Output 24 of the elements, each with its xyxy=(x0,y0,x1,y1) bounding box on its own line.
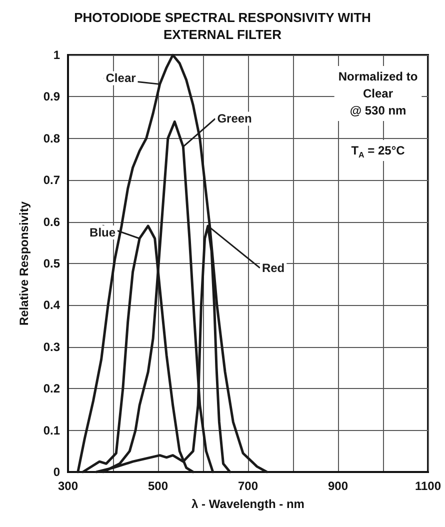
y-tick-label: 0.7 xyxy=(43,173,60,188)
y-tick-label: 0.1 xyxy=(43,423,60,438)
y-tick-label: 0.4 xyxy=(43,298,60,312)
series-label: Blue xyxy=(90,225,116,240)
annotation: Normalized to Clear @ 530 nm xyxy=(338,70,418,118)
x-tick-label: 1100 xyxy=(414,479,442,493)
y-tick-label: 0 xyxy=(53,465,60,479)
text: Red xyxy=(262,260,285,275)
y-tick-label: 0.2 xyxy=(43,382,60,396)
x-tick-label: 900 xyxy=(328,479,348,493)
series-label: Clear xyxy=(106,71,136,86)
y-tick-label: 1 xyxy=(53,48,60,62)
x-axis-title: λ - Wavelength - nm xyxy=(192,497,304,511)
x-tick-label: 700 xyxy=(238,479,258,493)
y-tick-label: 0.8 xyxy=(43,131,60,146)
y-axis-title: Relative Responsivity xyxy=(17,201,31,326)
y-tick-label: 0.3 xyxy=(43,340,60,354)
x-tick-label: 300 xyxy=(58,479,78,493)
y-tick-label: 0.9 xyxy=(43,90,60,104)
text: Green xyxy=(217,112,252,126)
y-tick-label: 0.5 xyxy=(43,256,60,270)
y-tick-label: 0.6 xyxy=(43,214,60,229)
chart-title: PHOTODIODE SPECTRAL RESPONSIVITY WITH EXTERNAL FILTER xyxy=(74,10,371,42)
x-tick-label: 500 xyxy=(148,479,168,493)
